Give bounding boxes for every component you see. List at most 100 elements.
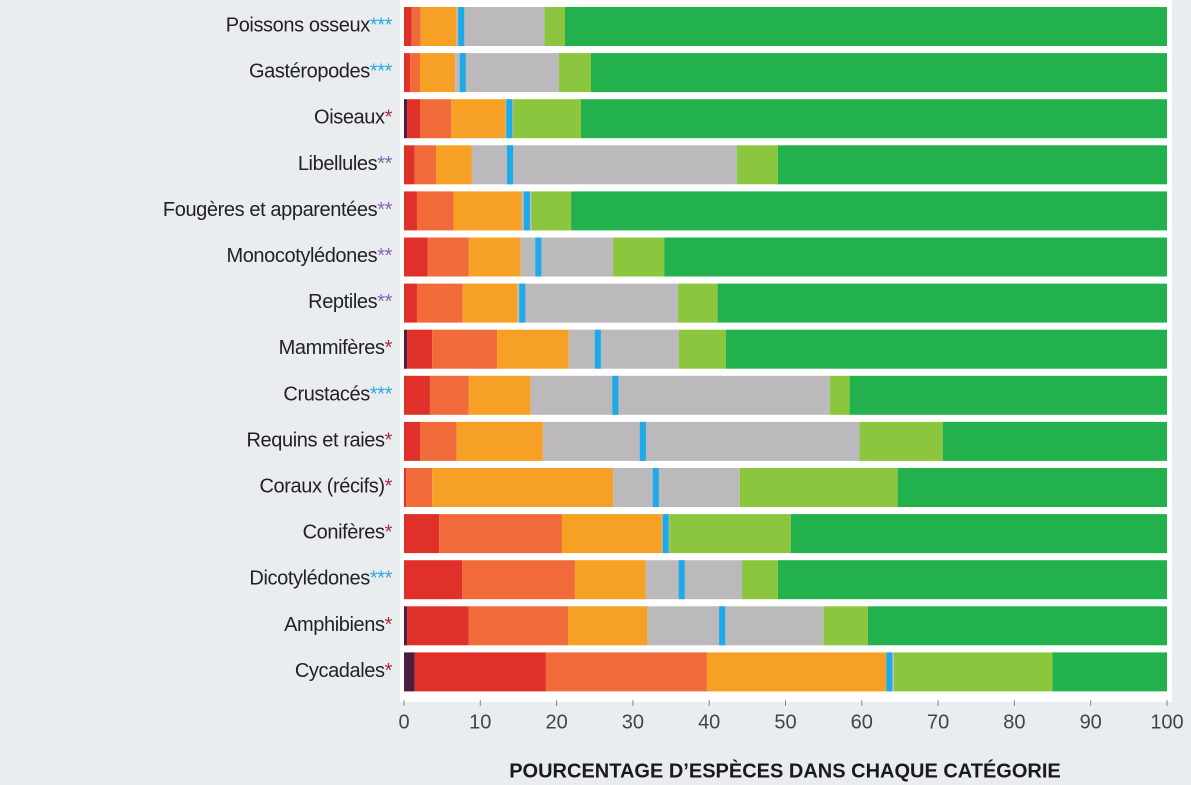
bar-segment: [429, 375, 469, 415]
category-stars: *: [385, 522, 393, 544]
category-label: Requins et raies*: [246, 430, 392, 452]
bar-segment: [571, 191, 1167, 231]
best-estimate-marker: [506, 99, 513, 139]
best-estimate-marker: [639, 421, 646, 461]
category-stars: **: [377, 245, 392, 267]
bar-segment: [453, 191, 522, 231]
bar-segment: [414, 145, 437, 185]
bar-segment: [456, 421, 543, 461]
category-stars: ***: [370, 568, 393, 590]
category-name: Poissons osseux: [226, 15, 370, 37]
bar-segment: [455, 53, 559, 93]
bar-segment: [404, 7, 412, 46]
bar-segment: [427, 237, 469, 277]
bar-segment: [404, 99, 408, 139]
x-tick-label: 50: [774, 711, 796, 733]
x-tick-label: 30: [622, 711, 644, 733]
best-estimate-marker: [886, 652, 893, 692]
best-estimate-marker: [507, 145, 514, 185]
x-tick-label: 40: [698, 711, 720, 733]
category-label: Gastéropodes***: [249, 61, 393, 83]
category-stars: *: [385, 107, 393, 129]
bar-segment: [411, 7, 421, 46]
x-axis-title: POURCENTAGE D’ESPÈCES DANS CHAQUE CATÉGO…: [509, 759, 1061, 782]
category-name: Fougères et apparentées: [163, 199, 378, 221]
bar-segment: [613, 237, 665, 277]
bar-segment: [574, 560, 646, 600]
bar-segment: [647, 606, 824, 646]
bar-segment: [471, 145, 737, 185]
best-estimate-marker: [662, 514, 669, 554]
bar-segment: [777, 145, 1167, 185]
bar-segment: [404, 421, 421, 461]
category-name: Coraux (récifs): [259, 476, 384, 498]
bar-segment: [451, 99, 506, 139]
bar-segment: [404, 375, 430, 415]
category-stars: *: [385, 614, 393, 636]
category-label: Reptiles**: [308, 291, 392, 313]
category-name: Dicotylédones: [249, 568, 370, 590]
bar-segment: [530, 375, 830, 415]
best-estimate-marker: [535, 237, 542, 277]
category-name: Gastéropodes: [249, 61, 370, 83]
bar-segment: [717, 283, 1167, 323]
category-label: Libellules**: [298, 153, 393, 175]
bar-segment: [420, 53, 456, 93]
category-stars: ***: [370, 61, 393, 83]
bar-segment: [456, 7, 545, 46]
bar-segment: [739, 468, 898, 507]
bar-segment: [404, 145, 415, 185]
best-estimate-marker: [678, 560, 685, 600]
best-estimate-marker: [523, 191, 530, 231]
bar-segment: [736, 145, 778, 185]
bar-segment: [544, 7, 565, 46]
bar-segment: [404, 514, 440, 554]
bar-segment: [410, 53, 421, 93]
x-tick-label: 90: [1080, 711, 1102, 733]
bar-segment: [520, 237, 614, 277]
category-name: Mammifères: [279, 337, 385, 359]
bar-segment: [893, 652, 1053, 692]
category-label: Cycadales*: [295, 660, 393, 682]
bar-segment: [823, 606, 868, 646]
category-stars: *: [385, 430, 393, 452]
bar-segment: [462, 283, 518, 323]
bar-segment: [590, 53, 1167, 93]
bar-segment: [542, 421, 860, 461]
bar-segment: [706, 652, 887, 692]
x-tick-label: 70: [927, 711, 949, 733]
category-label: Fougères et apparentées**: [163, 199, 393, 221]
best-estimate-marker: [652, 468, 659, 507]
x-tick-label: 10: [469, 711, 491, 733]
category-label: Oiseaux*: [314, 107, 393, 129]
category-label: Dicotylédones***: [249, 568, 392, 590]
bar-segment: [664, 237, 1167, 277]
bar-segment: [561, 514, 662, 554]
best-estimate-marker: [458, 7, 465, 46]
bar-segment: [439, 514, 562, 554]
bar-segment: [436, 145, 472, 185]
bar-segment: [645, 560, 743, 600]
bar-segment: [416, 191, 454, 231]
category-name: Reptiles: [308, 291, 377, 313]
bar-segment: [777, 560, 1167, 600]
bar-segment: [517, 283, 678, 323]
bar-segment: [545, 652, 707, 692]
bar-segment: [867, 606, 1167, 646]
bar-segment: [404, 237, 428, 277]
bar-segment: [564, 7, 1167, 46]
best-estimate-marker: [519, 283, 526, 323]
bar-segment: [742, 560, 778, 600]
category-name: Crustacés: [283, 384, 370, 406]
category-name: Oiseaux: [314, 107, 385, 129]
x-tick-label: 100: [1150, 711, 1183, 733]
category-name: Conifères: [303, 522, 385, 544]
bar-segment: [407, 606, 469, 646]
category-label: Amphibiens*: [284, 614, 393, 636]
bar-segment: [420, 99, 452, 139]
bar-segment: [558, 53, 591, 93]
bar-segment: [513, 99, 582, 139]
bar-segment: [404, 191, 417, 231]
category-stars: ***: [370, 384, 393, 406]
